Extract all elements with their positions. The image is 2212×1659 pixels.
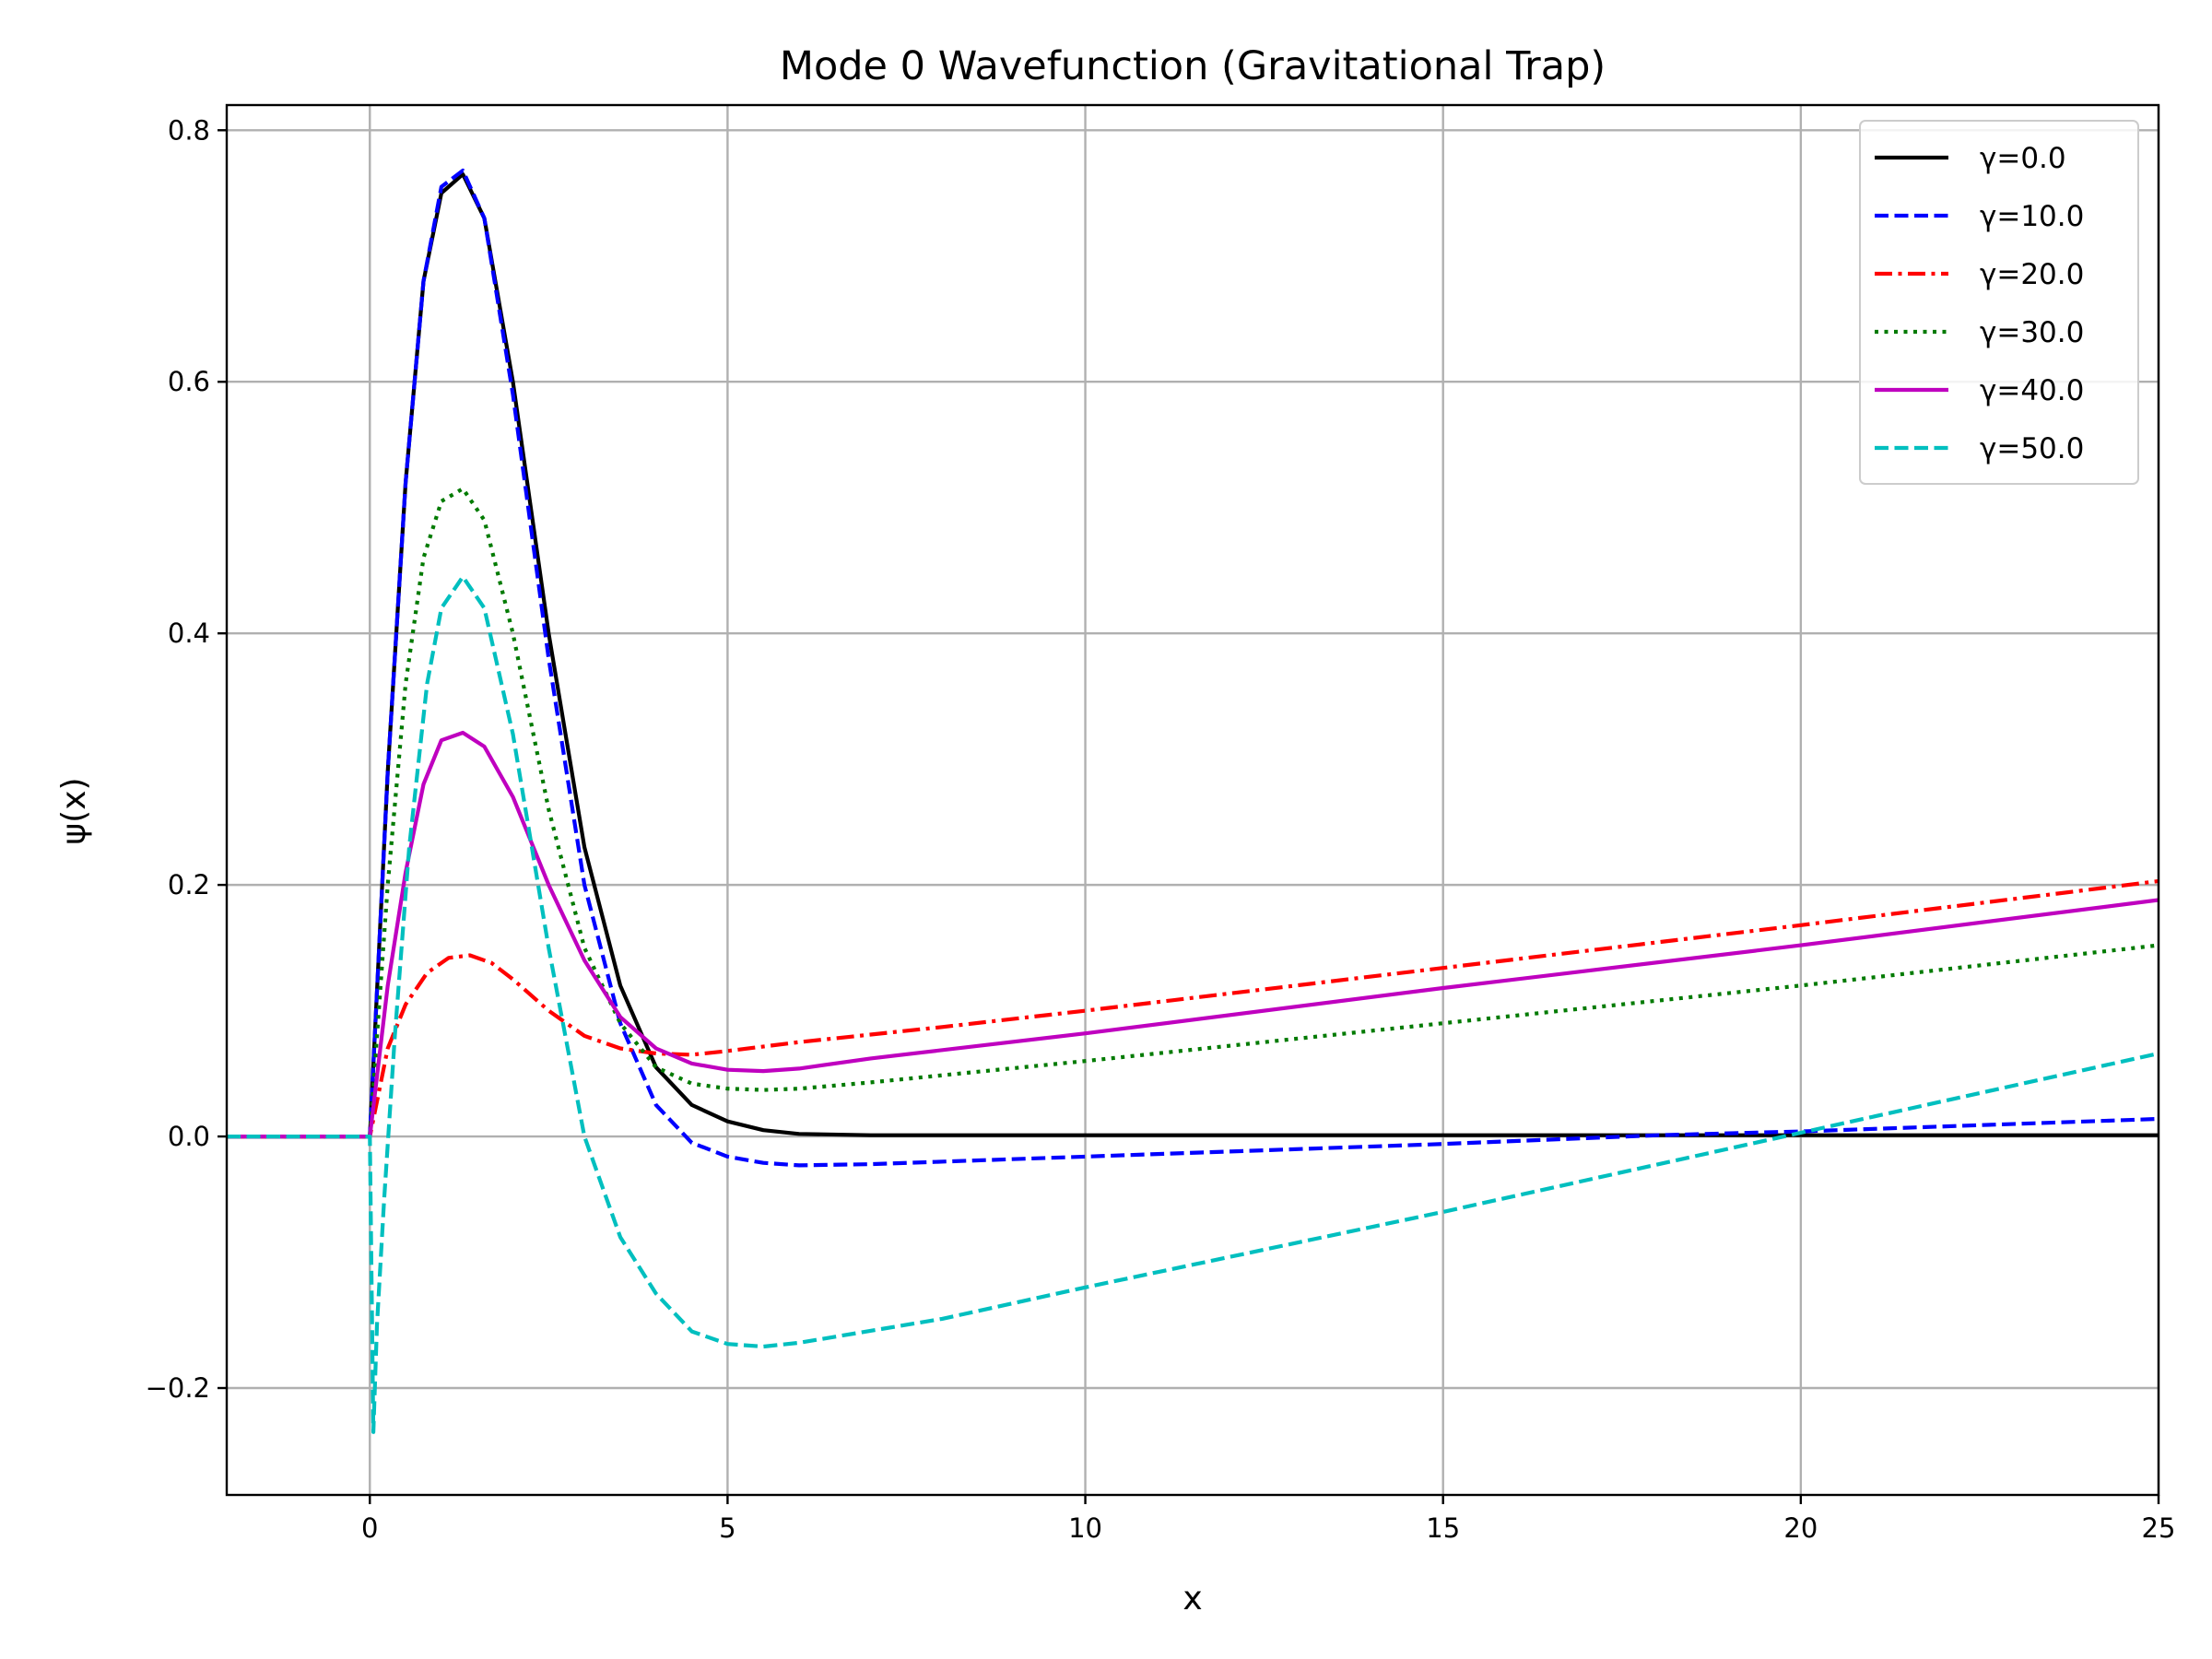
- x-axis-label: x: [1182, 1580, 1202, 1618]
- x-tick-label-2: 10: [1068, 1512, 1102, 1544]
- legend-label-2: γ=20.0: [1980, 258, 2084, 291]
- series-lines: [227, 168, 2159, 1434]
- legend-label-4: γ=40.0: [1980, 374, 2084, 407]
- x-tick-label-1: 5: [719, 1512, 735, 1544]
- x-tick-label-5: 25: [2142, 1512, 2176, 1544]
- legend-box: [1859, 120, 2139, 485]
- y-tick-label-0: −0.2: [146, 1372, 210, 1404]
- y-tick-label-3: 0.4: [168, 618, 210, 649]
- legend-label-1: γ=10.0: [1980, 200, 2084, 233]
- x-tick-label-3: 15: [1426, 1512, 1460, 1544]
- series-line-5: [227, 574, 2159, 1434]
- plot-area: 0 5 10 15 20 25 −0.2 0.0 0.2 0.4 0.6 0.8: [146, 103, 2176, 1544]
- x-tick-label-4: 20: [1783, 1512, 1818, 1544]
- y-tick-label-2: 0.2: [168, 869, 210, 900]
- series-line-1: [227, 168, 2159, 1168]
- x-tick-label-0: 0: [361, 1512, 378, 1544]
- legend-label-3: γ=30.0: [1980, 316, 2084, 349]
- y-tick-label-1: 0.0: [168, 1121, 210, 1152]
- y-tick-label-4: 0.6: [168, 366, 210, 397]
- legend-label-0: γ=0.0: [1980, 142, 2066, 175]
- y-tick-label-5: 0.8: [168, 114, 210, 146]
- axes-frame: [225, 103, 2160, 1497]
- legend-label-5: γ=50.0: [1980, 432, 2084, 465]
- legend: γ=0.0 γ=10.0 γ=20.0 γ=30.0 γ=40.0 γ=50.0: [1859, 120, 2139, 485]
- series-line-4: [227, 730, 2159, 1139]
- series-line-2: [227, 878, 2159, 1139]
- y-axis-label: ψ(x): [55, 777, 93, 844]
- chart-title: Mode 0 Wavefunction (Gravitational Trap): [780, 43, 1606, 89]
